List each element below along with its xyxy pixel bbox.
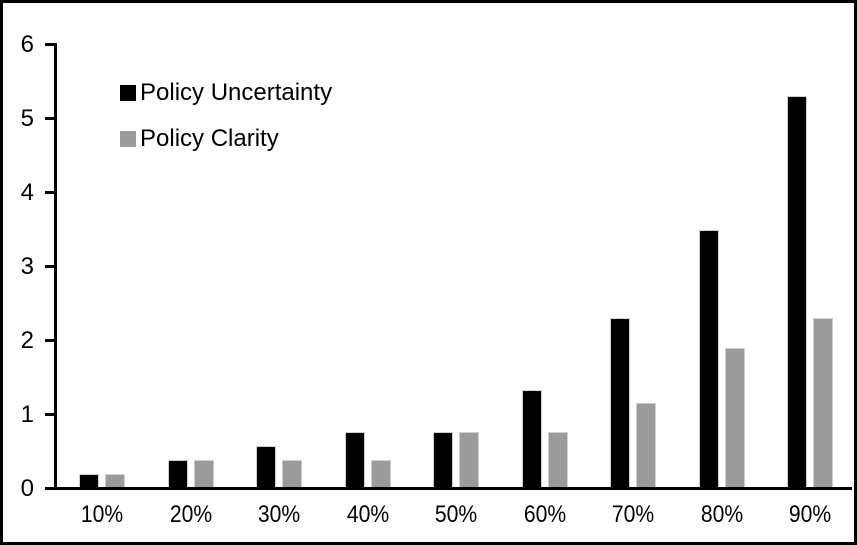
y-tick-mark xyxy=(45,191,54,194)
x-tick-label: 90% xyxy=(788,501,832,528)
x-tick-label: 40% xyxy=(346,501,389,528)
y-tick-label: 2 xyxy=(20,326,34,354)
x-tick-label: 70% xyxy=(611,501,655,528)
bar-policy-clarity xyxy=(813,318,833,488)
x-tick-label: 20% xyxy=(169,501,212,528)
legend-item-policy-uncertainty: Policy Uncertainty xyxy=(120,78,332,108)
bar-policy-uncertainty xyxy=(167,460,188,488)
y-tick-mark xyxy=(45,265,54,268)
bar-policy-clarity xyxy=(370,460,391,488)
y-tick-label: 5 xyxy=(20,104,34,132)
y-tick-label: 6 xyxy=(20,30,34,58)
bar-policy-clarity xyxy=(105,473,125,488)
bar-policy-uncertainty xyxy=(698,229,719,488)
x-axis-line xyxy=(54,487,852,490)
bar-policy-clarity xyxy=(724,347,745,488)
bar-policy-clarity xyxy=(193,460,214,488)
y-tick-mark xyxy=(45,43,54,46)
x-tick-label: 10% xyxy=(80,501,124,528)
bar-policy-uncertainty xyxy=(521,390,542,488)
y-tick-label: 1 xyxy=(20,400,34,428)
y-tick-label: 3 xyxy=(20,252,34,280)
y-tick-mark xyxy=(45,413,54,416)
bar-policy-uncertainty xyxy=(433,432,453,488)
y-tick-mark xyxy=(45,487,54,490)
x-tick-label: 60% xyxy=(523,501,566,528)
legend-item-policy-clarity: Policy Clarity xyxy=(120,124,332,154)
y-tick-label: 4 xyxy=(20,178,34,206)
bar-policy-uncertainty xyxy=(610,318,630,488)
bar-policy-uncertainty xyxy=(344,432,365,488)
legend-label-policy-clarity: Policy Clarity xyxy=(140,125,279,152)
legend: Policy Uncertainty Policy Clarity xyxy=(120,78,332,170)
bar-policy-uncertainty xyxy=(256,446,276,488)
legend-swatch-policy-uncertainty xyxy=(120,85,136,101)
y-tick-mark xyxy=(45,339,54,342)
y-tick-mark xyxy=(45,117,54,120)
bar-policy-uncertainty xyxy=(787,96,807,488)
bar-policy-clarity xyxy=(636,403,656,488)
y-tick-label: 0 xyxy=(20,474,34,502)
bar-policy-clarity xyxy=(459,432,479,488)
bar-policy-uncertainty xyxy=(79,473,99,488)
bar-policy-clarity xyxy=(282,460,302,488)
legend-label-policy-uncertainty: Policy Uncertainty xyxy=(140,79,333,106)
bar-policy-clarity xyxy=(547,432,568,488)
y-axis-line xyxy=(54,43,57,490)
x-tick-label: 50% xyxy=(434,501,478,528)
legend-swatch-policy-clarity xyxy=(120,131,136,147)
x-tick-label: 30% xyxy=(257,501,301,528)
x-tick-label: 80% xyxy=(700,501,743,528)
